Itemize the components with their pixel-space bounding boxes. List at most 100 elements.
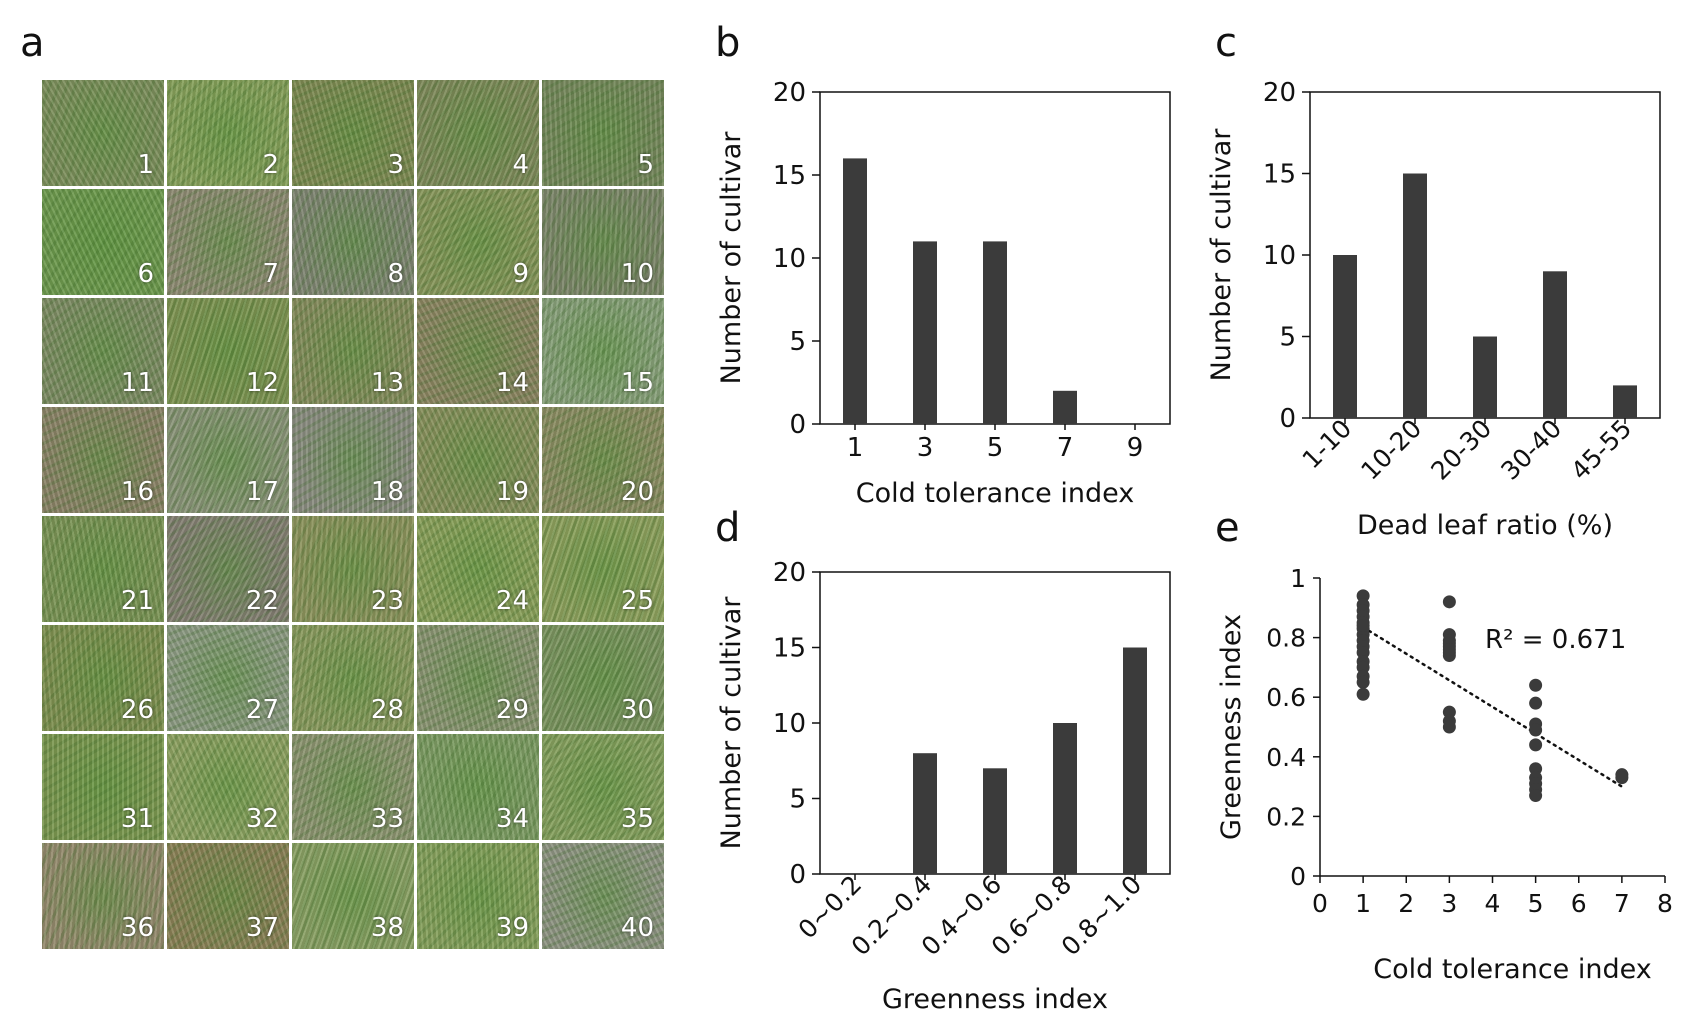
scatter-point-e — [1356, 589, 1370, 603]
photo-cell-5: 5 — [542, 80, 664, 186]
photo-cell-20: 20 — [542, 407, 664, 513]
photo-cell-number: 15 — [620, 368, 654, 398]
bar-b-1 — [843, 158, 867, 424]
photo-cell-7: 7 — [167, 189, 289, 295]
photo-cell-19: 19 — [417, 407, 539, 513]
photo-cell-number: 3 — [387, 150, 404, 180]
x-tick-label-e: 3 — [1441, 889, 1457, 918]
photo-cell-number: 16 — [120, 477, 154, 507]
photo-cell-32: 32 — [167, 734, 289, 840]
photo-cell-31: 31 — [42, 734, 164, 840]
bar-d-0.2~0.4 — [913, 753, 937, 874]
photo-cell-number: 1 — [137, 150, 154, 180]
photo-cell-number: 12 — [245, 368, 279, 398]
photo-cell-number: 14 — [495, 368, 529, 398]
y-tick-label-b: 5 — [789, 327, 806, 357]
x-axis-title-d: Greenness index — [882, 984, 1108, 1015]
scatter-point-e — [1356, 660, 1370, 674]
photo-cell-number: 31 — [120, 804, 154, 834]
bar-b-3 — [913, 241, 937, 424]
x-tick-label-e: 4 — [1485, 889, 1501, 918]
photo-cell-21: 21 — [42, 516, 164, 622]
photo-cell-number: 19 — [495, 477, 529, 507]
r-squared-annotation: R² = 0.671 — [1485, 625, 1626, 655]
y-axis-title-d: Number of cultivar — [716, 596, 747, 850]
photo-cell-number: 6 — [137, 259, 154, 289]
photo-cell-12: 12 — [167, 298, 289, 404]
photo-cell-2: 2 — [167, 80, 289, 186]
x-axis-title-b: Cold tolerance index — [856, 478, 1134, 509]
y-tick-label-e: 0.8 — [1266, 624, 1306, 653]
photo-cell-28: 28 — [292, 625, 414, 731]
bar-d-0.4~0.6 — [983, 768, 1007, 874]
scatter-point-e — [1442, 643, 1456, 657]
photo-cell-number: 13 — [370, 368, 404, 398]
photo-cell-39: 39 — [417, 843, 539, 949]
photo-cell-number: 36 — [120, 913, 154, 943]
y-axis-title-b: Number of cultivar — [716, 131, 747, 385]
photo-cell-26: 26 — [42, 625, 164, 731]
x-tick-label-b: 7 — [1057, 433, 1074, 463]
scatter-point-e — [1356, 646, 1370, 659]
photo-cell-17: 17 — [167, 407, 289, 513]
x-tick-label-c: 10-20 — [1355, 414, 1427, 486]
photo-cell-number: 39 — [495, 913, 529, 943]
photo-cell-number: 4 — [512, 150, 529, 180]
x-tick-label-e: 0 — [1312, 889, 1328, 918]
y-tick-label-c: 0 — [1279, 404, 1296, 434]
y-axis-title-c: Number of cultivar — [1206, 128, 1237, 382]
y-tick-label-b: 0 — [789, 410, 806, 440]
photo-cell-number: 20 — [620, 477, 654, 507]
cultivar-photo-grid: 1 2 3 4 5 6 7 8 9 10 11 12 13 14 15 16 17 18 19 20 21 22 23 24 2… — [42, 80, 664, 949]
y-tick-label-c: 15 — [1263, 160, 1296, 190]
photo-cell-40: 40 — [542, 843, 664, 949]
y-tick-label-e: 0.2 — [1266, 802, 1306, 831]
scatter-point-e — [1529, 762, 1543, 776]
photo-cell-number: 28 — [370, 695, 404, 725]
y-tick-label-b: 20 — [773, 78, 806, 108]
panel-label-a: a — [20, 20, 45, 66]
photo-cell-30: 30 — [542, 625, 664, 731]
y-tick-label-b: 15 — [773, 161, 806, 191]
photo-cell-number: 18 — [370, 477, 404, 507]
y-tick-label-b: 10 — [773, 244, 806, 274]
photo-cell-number: 7 — [262, 259, 279, 289]
scatter-point-e — [1529, 678, 1543, 692]
scatter-point-e — [1529, 696, 1543, 710]
photo-cell-38: 38 — [292, 843, 414, 949]
photo-cell-25: 25 — [542, 516, 664, 622]
photo-cell-27: 27 — [167, 625, 289, 731]
bar-c-45-55 — [1613, 385, 1637, 418]
scatter-point-e — [1442, 720, 1456, 734]
y-tick-label-c: 20 — [1263, 78, 1296, 108]
photo-cell-number: 9 — [512, 259, 529, 289]
photo-cell-number: 30 — [620, 695, 654, 725]
photo-cell-number: 24 — [495, 586, 529, 616]
photo-cell-number: 22 — [245, 586, 279, 616]
x-axis-title-e: Cold tolerance index — [1373, 954, 1651, 985]
photo-cell-24: 24 — [417, 516, 539, 622]
photo-cell-number: 5 — [637, 150, 654, 180]
photo-cell-number: 21 — [120, 586, 154, 616]
x-tick-label-e: 2 — [1398, 889, 1414, 918]
y-tick-label-c: 5 — [1279, 323, 1296, 353]
x-tick-label-c: 45-55 — [1565, 414, 1637, 486]
bar-c-1-10 — [1333, 255, 1357, 418]
photo-cell-15: 15 — [542, 298, 664, 404]
photo-cell-number: 8 — [387, 259, 404, 289]
scatter-point-e — [1356, 619, 1370, 633]
photo-cell-number: 23 — [370, 586, 404, 616]
photo-cell-number: 32 — [245, 804, 279, 834]
photo-cell-1: 1 — [42, 80, 164, 186]
scatter-point-e — [1529, 738, 1543, 752]
scatter-point-e — [1615, 771, 1629, 785]
photo-cell-35: 35 — [542, 734, 664, 840]
photo-cell-9: 9 — [417, 189, 539, 295]
photo-cell-number: 29 — [495, 695, 529, 725]
y-tick-label-e: 0 — [1290, 862, 1306, 891]
bar-d-0.6~0.8 — [1053, 723, 1077, 874]
x-tick-label-b: 5 — [987, 433, 1004, 463]
x-tick-label-c: 20-30 — [1425, 414, 1497, 486]
photo-cell-16: 16 — [42, 407, 164, 513]
